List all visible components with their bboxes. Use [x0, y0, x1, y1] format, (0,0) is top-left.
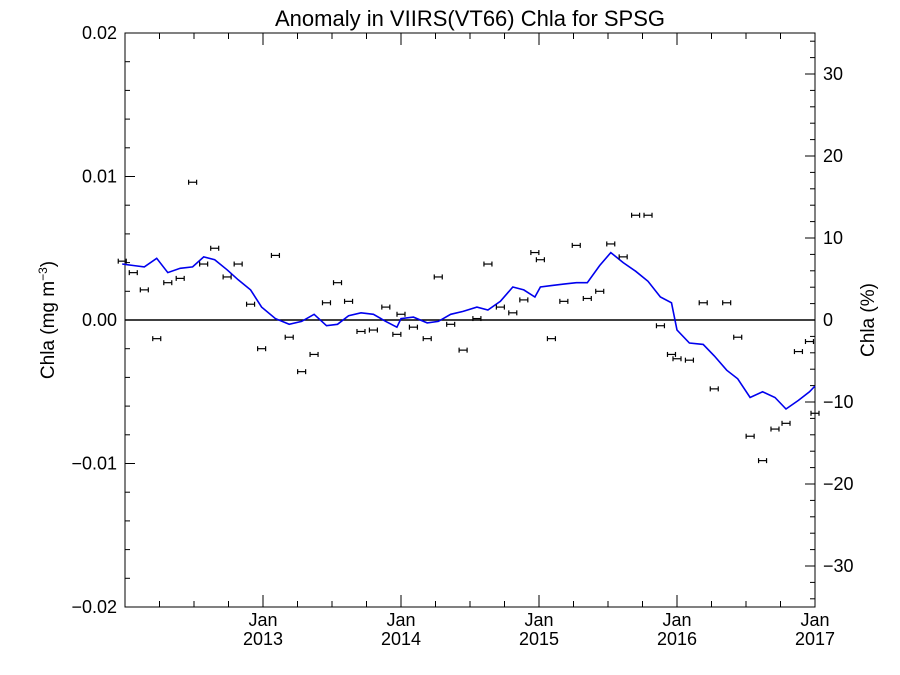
- data-point: [804, 339, 815, 345]
- data-point: [222, 274, 232, 280]
- data-point: [655, 323, 666, 329]
- data-point: [666, 351, 677, 357]
- left-tick-label: −0.02: [71, 597, 117, 617]
- right-tick-label: 10: [823, 228, 843, 248]
- right-tick-label: −30: [823, 556, 854, 576]
- y-left-label-close: ): [38, 261, 59, 267]
- data-point: [519, 297, 529, 303]
- data-point: [163, 280, 173, 286]
- left-tick-label: 0.01: [82, 167, 117, 187]
- data-point: [684, 357, 695, 363]
- left-tick-label: 0.02: [82, 23, 117, 43]
- x-tick-year-label: 2017: [795, 629, 835, 649]
- data-point: [284, 334, 294, 340]
- right-tick-label: −20: [823, 474, 854, 494]
- data-point: [630, 212, 641, 218]
- data-point: [722, 300, 732, 306]
- chart-title: Anomaly in VIIRS(VT66) Chla for SPSG: [275, 6, 665, 31]
- data-point: [643, 212, 653, 218]
- data-point: [343, 298, 354, 304]
- right-tick-label: −10: [823, 392, 854, 412]
- data-point: [709, 386, 719, 392]
- data-point: [745, 433, 755, 439]
- x-tick-year-label: 2014: [381, 629, 421, 649]
- x-tick-year-label: 2016: [657, 629, 697, 649]
- data-point: [392, 331, 402, 337]
- data-point: [618, 254, 628, 260]
- y-axis-left-label: Chla (mg m−3): [36, 261, 59, 379]
- right-y-axis: 30 20 10 0 −10 −20 −30: [805, 40, 854, 600]
- x-tick-month-label: Jan: [248, 610, 277, 630]
- data-point: [408, 324, 419, 330]
- running-mean-line: [122, 251, 816, 411]
- x-tick-year-label: 2013: [243, 629, 283, 649]
- plot-area: [117, 32, 820, 608]
- data-point: [309, 351, 319, 357]
- data-point: [483, 261, 493, 267]
- data-point: [733, 334, 743, 340]
- data-point: [368, 327, 378, 333]
- data-point: [422, 336, 432, 342]
- data-point: [356, 328, 366, 334]
- data-point: [582, 295, 592, 301]
- data-point: [535, 257, 545, 263]
- data-point: [495, 304, 505, 310]
- x-tick-month-label: Jan: [386, 610, 415, 630]
- data-point: [188, 179, 198, 185]
- x-tick-year-label: 2015: [519, 629, 559, 649]
- data-point: [781, 420, 791, 426]
- left-y-axis: 0.02 0.01 0.00 −0.01 −0.02: [71, 23, 135, 617]
- data-point: [571, 242, 581, 248]
- x-tick-month-label: Jan: [524, 610, 553, 630]
- data-point: [606, 241, 616, 247]
- data-point: [446, 321, 456, 327]
- data-points: [117, 179, 820, 464]
- data-point: [672, 356, 682, 362]
- y-axis-right-label: Chla (%): [858, 283, 879, 357]
- y-left-label-text: Chla (mg m: [38, 281, 59, 379]
- data-point: [210, 245, 220, 251]
- data-point: [245, 301, 256, 307]
- data-point: [458, 347, 468, 353]
- data-point: [757, 458, 768, 464]
- data-point: [270, 252, 281, 258]
- data-point: [152, 336, 162, 342]
- data-point: [433, 274, 443, 280]
- data-point: [381, 304, 391, 310]
- left-tick-label: −0.01: [71, 454, 117, 474]
- data-point: [530, 250, 540, 256]
- y-left-label-exponent: −3: [36, 267, 50, 281]
- data-point: [332, 280, 343, 286]
- data-point: [139, 287, 149, 293]
- data-point: [770, 426, 780, 432]
- x-tick-month-label: Jan: [662, 610, 691, 630]
- data-point: [396, 311, 406, 317]
- data-point: [793, 349, 804, 355]
- data-point: [321, 300, 332, 306]
- x-tick-month-label: Jan: [800, 610, 829, 630]
- right-tick-label: 0: [823, 310, 833, 330]
- data-point: [559, 298, 569, 304]
- data-point: [128, 270, 138, 276]
- right-tick-label: 30: [823, 64, 843, 84]
- data-point: [175, 275, 185, 281]
- data-point: [233, 261, 243, 267]
- data-point: [472, 316, 482, 322]
- data-point: [508, 310, 518, 316]
- data-point: [595, 288, 605, 294]
- right-tick-label: 20: [823, 146, 843, 166]
- data-point: [810, 410, 820, 416]
- data-point: [199, 261, 209, 267]
- data-point: [546, 336, 557, 342]
- left-tick-label: 0.00: [82, 310, 117, 330]
- data-point: [297, 369, 307, 375]
- data-point: [257, 346, 267, 352]
- data-point: [698, 300, 708, 306]
